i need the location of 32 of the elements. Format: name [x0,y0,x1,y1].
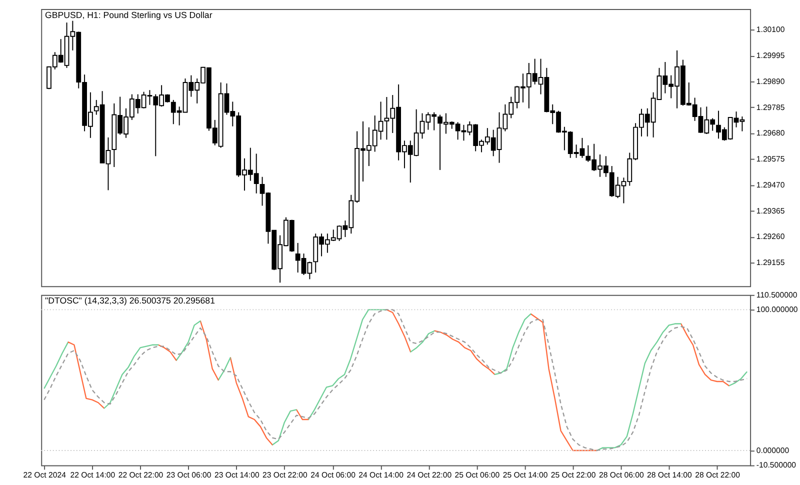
y-tick-label: -10.500000 [756,460,797,470]
x-tick-label: 25 Oct 22:00 [550,470,596,480]
x-tick-label: 28 Oct 14:00 [647,470,692,480]
chart-title: "DTOSC" (14,32,3,3) 26.500375 20.295681 [45,296,216,306]
y-tick-label: 100.000000 [756,305,798,314]
y-tick-label: 1.29680 [756,128,786,138]
y-tick-label: 1.29365 [756,206,786,216]
x-tick-label: 25 Oct 06:00 [454,470,500,480]
x-tick-label: 24 Oct 22:00 [406,470,452,480]
y-tick-label: 0.000000 [756,446,790,455]
x-tick-label: 28 Oct 06:00 [598,470,644,480]
y-tick-label: 1.29995 [756,51,786,60]
x-tick-label: 22 Oct 2024 [23,470,67,480]
y-tick-label: 1.29155 [756,258,786,268]
y-tick-label: 1.29890 [756,76,786,86]
y-tick-label: 1.30100 [756,25,786,34]
x-tick-label: 24 Oct 06:00 [310,470,356,480]
y-tick-label: 1.29260 [756,232,786,242]
x-tick-label: 23 Oct 14:00 [214,470,260,480]
chart-title: GBPUSD, H1: Pound Sterling vs US Dollar [45,10,212,20]
x-tick-label: 25 Oct 14:00 [502,470,548,480]
x-tick-label: 28 Oct 22:00 [695,470,741,480]
line-series [44,309,748,452]
x-tick-label: 22 Oct 22:00 [118,470,164,480]
x-tick-label: 23 Oct 06:00 [166,470,212,480]
y-tick-label: 1.29785 [756,102,786,112]
x-tick-label: 24 Oct 14:00 [358,470,404,480]
y-tick-label: 110.500000 [756,290,798,300]
y-tick-label: 1.29470 [756,180,786,190]
x-tick-label: 22 Oct 14:00 [70,470,116,480]
x-tick-label: 23 Oct 22:00 [262,470,308,480]
y-tick-label: 1.29575 [756,154,786,164]
